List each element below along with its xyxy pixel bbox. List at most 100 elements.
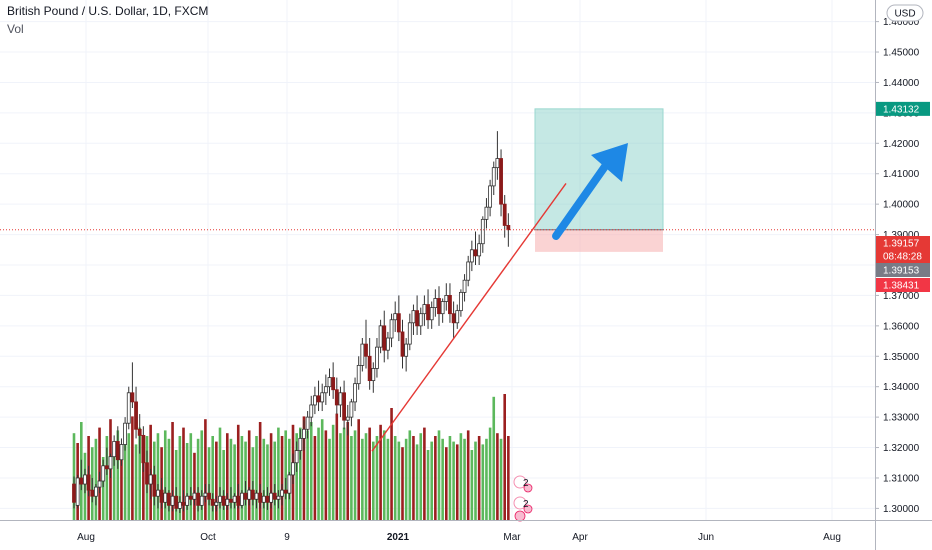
volume-bar xyxy=(200,430,204,520)
candle-body xyxy=(83,474,87,485)
volume-bar xyxy=(156,433,160,520)
price-tag-label: 08:48:28 xyxy=(883,252,922,263)
candle-body xyxy=(188,495,193,500)
y-tick-label: 1.37000 xyxy=(883,291,920,302)
volume-bar xyxy=(193,452,196,520)
volume-bar xyxy=(401,447,404,520)
candle-body xyxy=(126,392,131,424)
volume-bar xyxy=(167,438,171,520)
y-tick-label: 1.30000 xyxy=(883,504,920,515)
currency-button[interactable] xyxy=(886,4,924,22)
candle-body xyxy=(458,291,463,312)
candle-body xyxy=(371,368,376,382)
volume-bar xyxy=(229,438,233,520)
volume-bar xyxy=(258,422,262,520)
volume-bar xyxy=(342,427,346,520)
trendline xyxy=(371,183,567,452)
candle-body xyxy=(382,325,387,351)
volume-bar xyxy=(240,436,244,520)
candle-body xyxy=(477,243,482,257)
candle-body xyxy=(86,474,91,491)
candle-body xyxy=(261,495,266,503)
y-tick-label: 1.32000 xyxy=(883,443,920,454)
volume-bar xyxy=(466,430,470,520)
volume-bar xyxy=(412,436,415,520)
candle-body xyxy=(97,480,102,488)
volume-bar xyxy=(178,436,182,520)
event-flag-icon xyxy=(513,496,527,510)
candle-body xyxy=(418,313,423,327)
volume-bar xyxy=(434,436,437,520)
candle-body xyxy=(320,392,325,403)
candle-body xyxy=(108,456,113,470)
y-tick-label: 1.31000 xyxy=(883,473,920,484)
volume-bar xyxy=(328,438,331,520)
candle-body xyxy=(437,298,441,315)
volume-bar xyxy=(368,427,371,520)
stop-zone xyxy=(535,229,663,252)
candle-body xyxy=(232,495,237,503)
candle-body xyxy=(236,495,241,506)
candle-body xyxy=(94,486,98,497)
candle-body xyxy=(254,492,259,500)
event-flag-icon xyxy=(513,475,527,489)
candle-body xyxy=(342,392,347,421)
volume-bar xyxy=(273,441,277,520)
candle-body xyxy=(422,304,427,315)
volume-bar xyxy=(372,441,375,520)
candle-body xyxy=(280,489,284,497)
candle-body xyxy=(130,392,135,403)
candle-body xyxy=(134,401,138,430)
candle-body xyxy=(451,313,456,324)
volume-bar xyxy=(262,438,266,520)
volume-bar xyxy=(123,438,127,520)
volume-bar xyxy=(324,430,328,520)
candle-body xyxy=(389,319,394,339)
candle-body xyxy=(79,477,84,485)
candle-body xyxy=(159,489,164,503)
price-tag-label: 1.43132 xyxy=(883,104,920,115)
candle-body xyxy=(444,295,449,302)
volume-bar xyxy=(280,436,284,520)
candle-body xyxy=(400,331,405,357)
candle-body xyxy=(192,492,197,500)
candle-body xyxy=(448,295,452,315)
candle-body xyxy=(291,462,295,476)
candles xyxy=(72,131,511,513)
volume-bar xyxy=(415,444,419,520)
volume-bar xyxy=(171,422,174,520)
candle-body xyxy=(415,310,420,327)
volume-bar xyxy=(393,436,397,520)
candle-body xyxy=(75,477,80,506)
volume-bar xyxy=(127,433,131,520)
candle-body xyxy=(411,310,416,324)
volume-bar xyxy=(492,396,496,520)
candle-body xyxy=(276,495,281,500)
volume-bars xyxy=(72,394,510,520)
volume-bar xyxy=(313,436,317,520)
volume-bar xyxy=(182,427,185,520)
candle-body xyxy=(247,489,252,500)
volume-bar xyxy=(485,438,488,520)
candle-body xyxy=(345,416,350,421)
y-tick-label: 1.39000 xyxy=(883,230,920,241)
volume-bar xyxy=(379,424,382,520)
candle-body xyxy=(298,438,303,451)
currency-button-label: USD xyxy=(894,9,915,20)
candle-body xyxy=(152,474,157,497)
volume-bar xyxy=(382,430,386,520)
candle-body xyxy=(115,441,120,461)
volume-bar xyxy=(331,424,335,520)
volume-bar xyxy=(346,422,350,520)
candle-body xyxy=(272,492,277,500)
candle-body xyxy=(360,343,365,366)
volume-bar xyxy=(244,441,247,520)
candle-body xyxy=(170,495,175,506)
volume-bar xyxy=(364,433,368,520)
candle-body xyxy=(506,225,511,231)
candle-body xyxy=(385,337,390,351)
candle-body xyxy=(440,301,445,315)
volume-bar xyxy=(105,436,109,520)
candle-body xyxy=(312,395,317,406)
